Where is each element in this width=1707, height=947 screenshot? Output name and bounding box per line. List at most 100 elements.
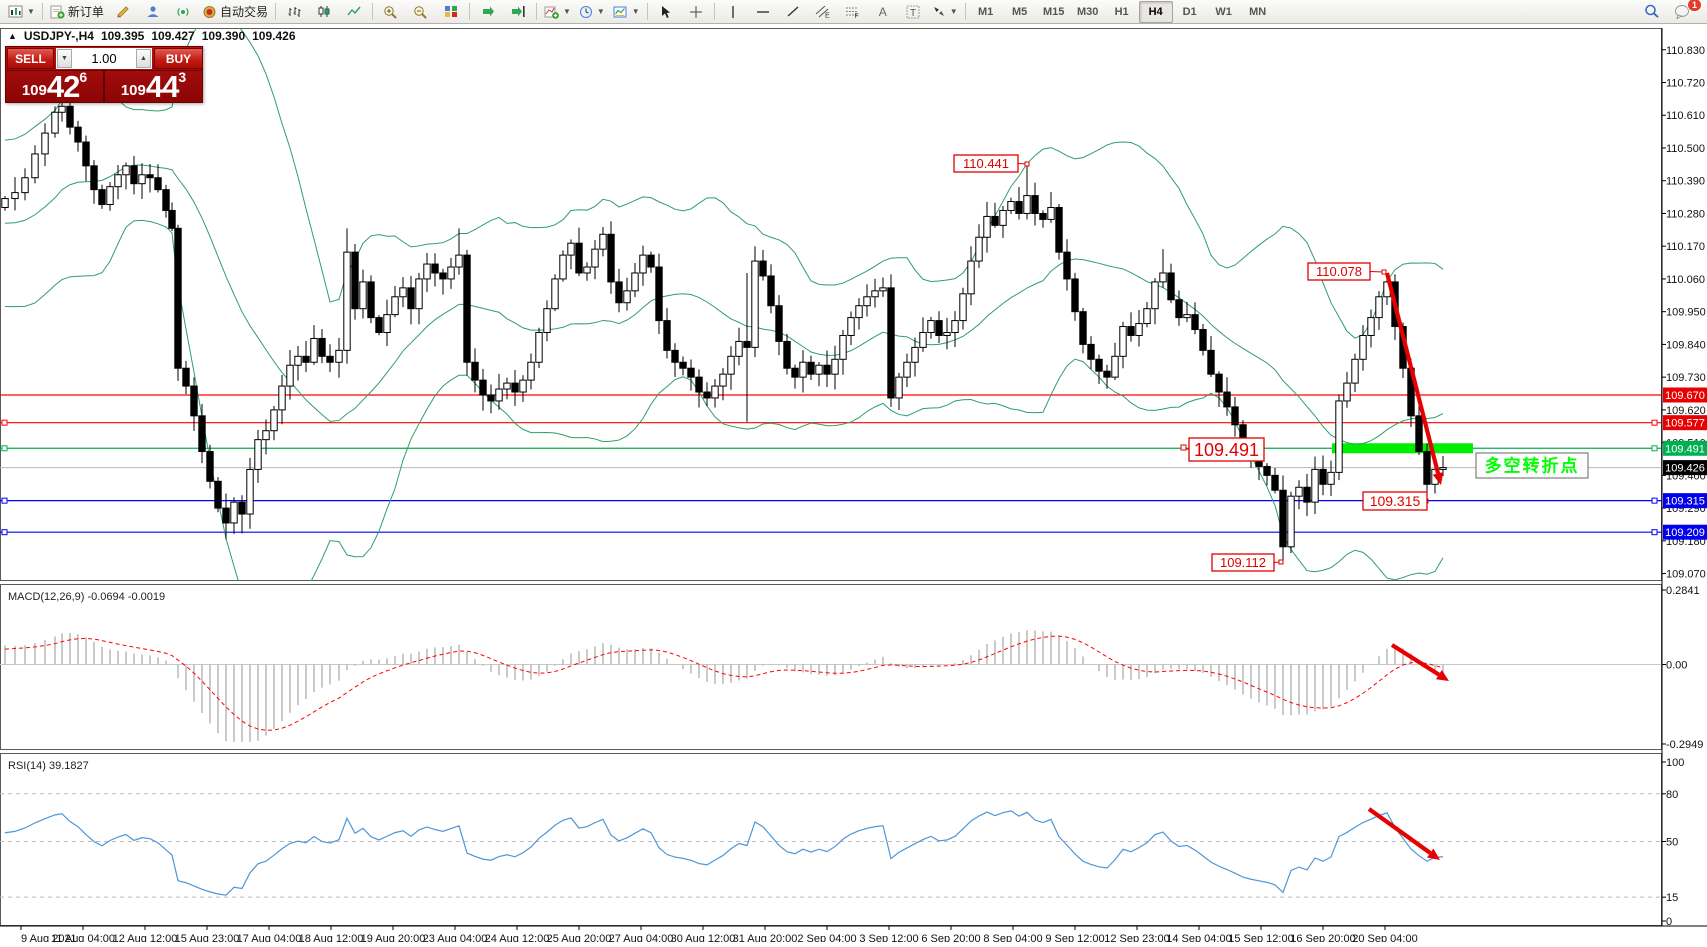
rsi-panel xyxy=(0,793,1662,898)
symbol-info-bar: ▲ USDJPY-,H4 109.395 109.427 109.390 109… xyxy=(8,29,296,43)
search-button[interactable] xyxy=(1637,1,1667,23)
indicators-button[interactable]: ▼ xyxy=(540,1,575,23)
signals-button[interactable] xyxy=(168,1,198,23)
svg-text:F: F xyxy=(855,13,859,18)
price-flag-109.491[interactable] xyxy=(1188,437,1265,462)
fibonacci-icon: F xyxy=(845,5,860,20)
price-tick-label: 109.950 xyxy=(1666,307,1706,319)
tab-timeframe-h4[interactable]: H4 xyxy=(1138,0,1173,23)
line-handle[interactable] xyxy=(1,445,8,452)
candles-series xyxy=(1,92,1447,562)
sell-button[interactable]: SELL xyxy=(7,48,54,69)
auto-trading-button[interactable]: 自动交易 xyxy=(198,1,272,23)
line-handle[interactable] xyxy=(1,529,8,536)
tab-timeframe-w1[interactable]: W1 xyxy=(1215,5,1232,18)
volume-decrease-button[interactable]: ▼ xyxy=(57,49,72,68)
svg-text:109.209: 109.209 xyxy=(1665,527,1705,539)
time-tick-label: 23 Aug 04:00 xyxy=(423,933,488,942)
tab-timeframe-m30[interactable]: M30 xyxy=(1076,5,1099,18)
horizontal-line-button[interactable] xyxy=(748,1,778,23)
tile-windows-button[interactable] xyxy=(436,1,466,23)
line-mode-button[interactable] xyxy=(339,1,369,23)
tab-timeframe-m1[interactable]: M1 xyxy=(978,5,994,18)
buy-price-main: 44 xyxy=(145,69,179,104)
price-flag-109.315[interactable] xyxy=(1362,491,1428,511)
templates-button[interactable]: ▼ xyxy=(609,1,644,23)
line-handle[interactable] xyxy=(1651,497,1658,504)
text-button[interactable]: A xyxy=(868,1,898,23)
price-axis[interactable]: 110.830 110.720 110.610 110.500 110.390 110.2… xyxy=(1661,24,1707,942)
indicators-icon xyxy=(544,5,559,19)
line-handle[interactable] xyxy=(1651,419,1658,426)
sell-price-main: 42 xyxy=(46,69,80,104)
price-chart-svg[interactable]: 110.441 110.078 109.491 109.315 109.112 多空转折点… xyxy=(0,24,1707,945)
downtrend-arrow-macd[interactable] xyxy=(1390,643,1440,677)
price-flag-text: 110.441 xyxy=(963,156,1009,171)
crosshair-icon xyxy=(689,5,703,19)
tab-timeframe-m5[interactable]: M5 xyxy=(1012,5,1028,18)
time-tick-label: 27 Aug 04:00 xyxy=(609,933,674,942)
time-tick-label: 8 Sep 04:00 xyxy=(983,933,1042,942)
rsi-title: RSI(14) 39.1827 xyxy=(8,760,89,772)
cursor-icon xyxy=(660,5,672,19)
auto-scroll-button[interactable] xyxy=(473,1,503,23)
community-button[interactable] xyxy=(138,1,168,23)
notifications-button[interactable]: 1 xyxy=(1667,0,1702,23)
price-flag-110.441[interactable] xyxy=(953,154,1019,173)
line-chart-icon xyxy=(347,5,361,18)
collapse-panel-icon[interactable]: ▲ xyxy=(8,31,17,41)
rsi-tick-label: 0 xyxy=(1666,916,1672,928)
price-flag-110.078[interactable] xyxy=(1307,262,1371,281)
buy-price[interactable]: 109 44 3 xyxy=(105,69,202,104)
axis-badge-109.577 xyxy=(1663,415,1707,431)
metaeditor-button[interactable] xyxy=(108,1,138,23)
fibonacci-button[interactable]: F xyxy=(838,1,868,23)
volume-input[interactable] xyxy=(72,49,136,68)
svg-text:109.315: 109.315 xyxy=(1665,496,1705,508)
time-tick-label: 15 Sep 12:00 xyxy=(1228,933,1293,942)
trendline-button[interactable] xyxy=(778,1,808,23)
vertical-line-button[interactable] xyxy=(718,1,748,23)
line-handle[interactable] xyxy=(1651,529,1658,536)
sell-price[interactable]: 109 42 6 xyxy=(6,69,105,104)
tab-timeframe-d1[interactable]: D1 xyxy=(1182,5,1197,18)
downtrend-arrow-main[interactable] xyxy=(1384,272,1441,474)
downtrend-arrow-rsi[interactable] xyxy=(1367,807,1432,855)
annotation-box[interactable] xyxy=(1475,452,1589,479)
volume-increase-button[interactable]: ▲ xyxy=(136,49,151,68)
notification-count-badge: 1 xyxy=(1686,0,1702,12)
tab-timeframe-m15[interactable]: M15 xyxy=(1042,5,1065,18)
line-handle[interactable] xyxy=(1651,445,1658,452)
new-order-button[interactable]: 新订单 xyxy=(46,1,108,23)
candles-mode-button[interactable] xyxy=(309,1,339,23)
tab-timeframe-mn[interactable]: MN xyxy=(1249,5,1267,18)
zoom-in-button[interactable] xyxy=(376,1,406,23)
chart-area[interactable]: 110.441 110.078 109.491 109.315 109.112 多空转折点… xyxy=(0,24,1707,945)
arrows-button[interactable]: ▼ xyxy=(928,1,962,23)
price-tick-label: 109.620 xyxy=(1666,405,1706,417)
line-handle[interactable] xyxy=(1,419,8,426)
cursor-button[interactable] xyxy=(651,1,681,23)
channel-button[interactable]: E xyxy=(808,1,838,23)
chart-shift-button[interactable] xyxy=(503,1,533,23)
svg-text:109.577: 109.577 xyxy=(1665,418,1705,430)
time-tick-label: 16 Sep 20:00 xyxy=(1290,933,1355,942)
price-tick-label: 110.060 xyxy=(1666,274,1705,286)
highlight-zone[interactable] xyxy=(1332,443,1473,454)
toolbar-separator xyxy=(41,3,43,20)
price-flag-109.112[interactable] xyxy=(1211,553,1275,572)
tab-timeframe-h1[interactable]: H1 xyxy=(1114,5,1129,18)
buy-button[interactable]: BUY xyxy=(154,48,203,69)
new-chart-button[interactable]: ▼ xyxy=(4,1,39,23)
line-handle[interactable] xyxy=(1,497,8,504)
bollinger-lower xyxy=(4,219,1444,581)
macd-title: MACD(12,26,9) -0.0694 -0.0019 xyxy=(8,591,165,603)
svg-text:109.670: 109.670 xyxy=(1665,390,1705,402)
zoom-out-button[interactable] xyxy=(406,1,436,23)
price-flag-text: 110.078 xyxy=(1316,264,1362,279)
candlestick-chart-icon xyxy=(317,5,331,18)
crosshair-button[interactable] xyxy=(681,1,711,23)
bars-mode-button[interactable] xyxy=(279,1,309,23)
periods-button[interactable]: ▼ xyxy=(575,1,609,23)
text-label-button[interactable]: T xyxy=(898,1,928,23)
